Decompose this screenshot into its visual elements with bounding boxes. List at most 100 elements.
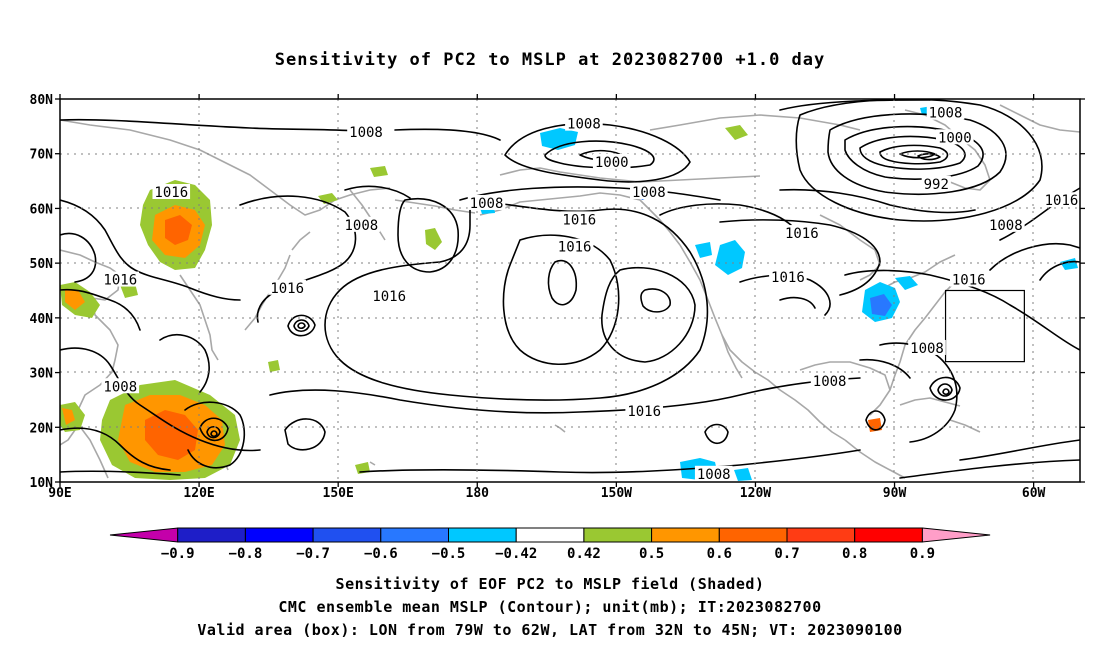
lon-label: 120W (740, 486, 771, 501)
colorbar-swatch (448, 527, 517, 543)
contour-label-bg (625, 402, 663, 418)
contour-label: 1016 (372, 289, 406, 305)
lat-label: 50N (30, 257, 54, 272)
contour-label: 1008 (910, 341, 944, 357)
contour-label-bg (987, 216, 1025, 232)
colorbar-swatch (312, 527, 382, 543)
contour-label: 1008 (103, 379, 137, 395)
lat-label: 70N (30, 148, 54, 163)
contour-label: 1016 (562, 212, 596, 228)
contour-label-bg (926, 104, 965, 120)
lon-label: 90W (883, 486, 907, 501)
mslp-contours (60, 99, 1080, 479)
colorbar-swatch (583, 527, 653, 543)
colorbar-label: 0.7 (774, 546, 799, 562)
colorbar-label: 0.42 (567, 546, 601, 562)
caption-shading: Sensitivity of EOF PC2 to MSLP field (Sh… (335, 575, 765, 593)
contour-label: 1008 (697, 467, 731, 483)
lat-label: 30N (30, 367, 54, 382)
contour-label: 1008 (989, 218, 1023, 234)
colorbar-label: −0.9 (161, 546, 195, 562)
colorbar-label: −0.6 (364, 546, 398, 562)
contour-label-bg (949, 271, 988, 287)
colorbar: −0.9 −0.8 −0.7 −0.6 −0.5 −0.42 0.42 0.5 0.6 0.7 0.… (109, 527, 991, 562)
colorbar-label: 0.9 (910, 546, 935, 562)
contour-label: 1016 (558, 240, 592, 256)
contour-label-bg (936, 129, 974, 145)
contour-label: 1000 (938, 130, 972, 146)
contour-label: 1016 (785, 226, 819, 242)
contour-labels: 1008100810001008100810081016101610161016… (101, 104, 1080, 483)
lat-label: 80N (30, 93, 54, 108)
lon-label: 150W (601, 486, 632, 501)
lon-label: 90E (48, 486, 71, 501)
contour-label: 992 (924, 177, 949, 193)
contour-label: 1016 (627, 404, 661, 420)
contour-label: 1008 (632, 185, 666, 201)
colorbar-label: 0.5 (639, 546, 664, 562)
colorbar-label: −0.7 (296, 546, 330, 562)
contour-label: 1000 (595, 155, 629, 171)
lat-label: 20N (30, 421, 54, 436)
contour-label: 1016 (771, 270, 805, 286)
colorbar-label: 0.8 (842, 546, 867, 562)
contour-label: 1016 (154, 185, 188, 201)
contour-label: 1016 (952, 273, 986, 289)
caption-valid-area: Valid area (box): LON from 79W to 62W, L… (197, 621, 903, 639)
colorbar-swatch (718, 527, 788, 543)
contour-label-bg (908, 339, 946, 355)
contour-label-bg (1042, 192, 1080, 208)
map-frame (59, 98, 1081, 483)
caption-contour: CMC ensemble mean MSLP (Contour); unit(m… (278, 598, 822, 616)
map-title: Sensitivity of PC2 to MSLP at 2023082700… (274, 50, 826, 70)
contour-label-bg (921, 175, 951, 191)
contour-label-bg (769, 268, 807, 284)
colorbar-label: −0.8 (229, 546, 263, 562)
contour-label-bg (152, 184, 191, 200)
contour-label: 1016 (103, 273, 137, 289)
contour-label: 1008 (813, 374, 847, 390)
contour-label-bg (467, 194, 506, 210)
contour-label-bg (555, 238, 594, 254)
contour-label: 1008 (470, 196, 504, 212)
contour-label-bg (630, 184, 668, 200)
contour-label-bg (342, 216, 381, 232)
contour-label-bg (101, 378, 140, 394)
lat-label: 60N (30, 202, 54, 217)
lon-label: 180 (466, 486, 490, 501)
valid-area-box (944, 289, 1025, 363)
colorbar-swatch (380, 527, 449, 543)
contour-label-bg (347, 123, 385, 139)
contour-label-bg (783, 225, 821, 241)
contour-label: 1008 (929, 106, 963, 122)
colorbar-swatch (109, 527, 179, 543)
colorbar-swatch (651, 527, 720, 543)
contour-label: 1016 (1045, 193, 1079, 209)
contour-label-bg (101, 271, 140, 287)
colorbar-swatch (921, 527, 991, 543)
contour-label-bg (592, 153, 631, 169)
colorbar-label: −0.5 (432, 546, 466, 562)
contour-label-bg (694, 465, 733, 481)
contour-label-bg (810, 372, 849, 388)
contour-label: 1008 (567, 117, 601, 133)
contour-label: 1008 (349, 125, 383, 141)
colorbar-label: −0.42 (495, 546, 537, 562)
colorbar-label: 0.6 (707, 546, 732, 562)
contour-label-bg (268, 279, 306, 295)
lat-label: 10N (30, 476, 54, 491)
contour-label: 1008 (345, 218, 379, 234)
lon-label: 150E (323, 486, 354, 501)
sensitivity-shading (60, 106, 1078, 481)
contour-label-bg (560, 211, 599, 227)
contour-label-bg (565, 115, 603, 131)
lon-label: 60W (1022, 486, 1046, 501)
contour-label-bg (370, 287, 408, 303)
colorbar-swatch (515, 527, 585, 543)
colorbar-swatch (854, 527, 923, 543)
colorbar-swatch (177, 527, 246, 543)
lat-label: 40N (30, 312, 54, 327)
colorbar-swatch (786, 527, 856, 543)
